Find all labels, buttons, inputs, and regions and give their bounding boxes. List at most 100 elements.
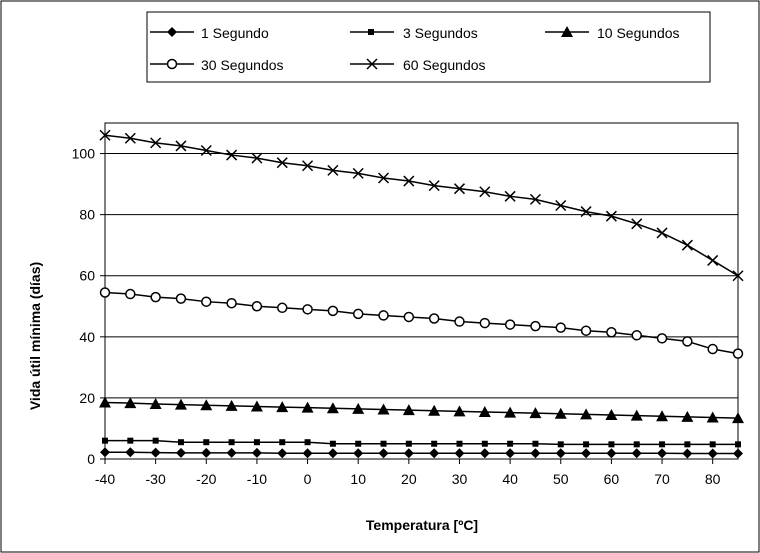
data-point-square xyxy=(557,441,564,448)
data-point-triangle xyxy=(580,408,593,420)
data-point-square xyxy=(456,440,463,447)
data-point-triangle xyxy=(326,402,339,414)
data-point-circle xyxy=(682,336,693,347)
x-tick-label: -30 xyxy=(146,471,166,487)
plot-area: 0 20 40 60 80 100 -40 -30 -20 -10 0 10 20 30 40 50 60 70 8… xyxy=(72,122,744,487)
data-point-circle xyxy=(606,326,617,338)
legend-item-2: 3 Segundos xyxy=(350,25,478,41)
x-tick-label: 0 xyxy=(304,471,312,487)
data-point-triangle xyxy=(301,401,314,413)
data-point-diamond xyxy=(100,447,110,458)
data-point-diamond xyxy=(327,448,338,459)
data-point-circle xyxy=(631,330,642,341)
legend-label-3: 10 Segundos xyxy=(597,25,680,41)
legend-item-5: 60 Segundos xyxy=(350,57,486,73)
data-point-circle xyxy=(504,319,516,330)
data-point-triangle xyxy=(276,401,289,413)
data-point-diamond xyxy=(631,448,642,459)
y-tick-label: 20 xyxy=(79,390,95,406)
data-point-triangle xyxy=(529,407,542,419)
x-tick-label: 50 xyxy=(553,471,569,487)
data-point-triangle xyxy=(200,399,213,411)
legend-label-4: 30 Segundos xyxy=(201,57,284,73)
data-point-square xyxy=(329,440,336,447)
data-point-square xyxy=(659,441,666,448)
data-point-x xyxy=(504,190,516,202)
data-point-diamond xyxy=(505,448,516,459)
data-point-x xyxy=(327,164,339,176)
data-point-circle xyxy=(226,297,237,309)
data-point-x xyxy=(529,193,541,205)
diamond-marker-icon xyxy=(167,27,177,37)
data-point-square xyxy=(507,440,514,447)
legend-item-1: 1 Segundo xyxy=(150,25,269,41)
data-point-x xyxy=(732,270,744,282)
data-point-triangle xyxy=(706,411,719,423)
data-point-circle xyxy=(454,316,465,327)
series-line-1 xyxy=(105,451,738,455)
data-point-diamond xyxy=(682,448,693,459)
data-point-x xyxy=(377,172,390,184)
data-point-x xyxy=(479,186,491,198)
data-point-circle xyxy=(732,348,744,359)
triangle-marker-icon xyxy=(561,26,573,37)
data-point-triangle xyxy=(605,409,618,421)
data-point-circle xyxy=(707,343,718,355)
data-point-square xyxy=(203,439,210,446)
data-point-x xyxy=(352,167,364,179)
data-point-x xyxy=(453,183,466,195)
data-point-triangle xyxy=(630,409,643,421)
y-tick-label: 100 xyxy=(72,146,96,162)
x-tick-label: -40 xyxy=(95,471,115,487)
y-tick-label: 60 xyxy=(79,268,95,284)
data-point-triangle xyxy=(428,404,441,416)
data-point-circle xyxy=(302,304,313,315)
series-line-2 xyxy=(105,439,738,446)
data-point-diamond xyxy=(201,447,212,458)
data-point-circle xyxy=(428,313,440,324)
x-tick-label: 30 xyxy=(452,471,468,487)
x-tick-label: -20 xyxy=(196,471,216,487)
data-point-circle xyxy=(580,325,592,336)
data-point-x xyxy=(99,129,111,141)
data-point-square xyxy=(583,441,590,448)
data-point-square xyxy=(102,437,108,444)
data-point-square xyxy=(279,439,286,446)
legend-box xyxy=(146,11,711,83)
data-point-triangle xyxy=(377,403,390,415)
x-tick-label: 70 xyxy=(654,471,670,487)
data-point-square xyxy=(304,439,311,446)
data-point-circle xyxy=(99,287,111,298)
data-point-x xyxy=(681,239,693,251)
data-point-square xyxy=(431,440,438,447)
data-point-triangle xyxy=(656,410,669,422)
data-point-circle xyxy=(530,320,541,332)
data-point-circle xyxy=(378,310,389,321)
x-tick-label: 20 xyxy=(401,471,417,487)
data-point-diamond xyxy=(707,448,718,459)
data-point-diamond xyxy=(479,448,490,459)
data-point-square xyxy=(127,437,134,444)
legend-label-1: 1 Segundo xyxy=(201,25,269,41)
data-point-diamond xyxy=(657,448,668,459)
data-point-circle xyxy=(403,311,415,323)
data-point-diamond xyxy=(733,448,743,459)
data-point-diamond xyxy=(353,448,364,459)
x-tick-label: -10 xyxy=(247,471,267,487)
data-point-triangle xyxy=(149,398,162,410)
data-point-triangle xyxy=(732,412,744,424)
series-line-3 xyxy=(104,401,739,419)
data-point-circle xyxy=(201,296,212,307)
data-point-triangle xyxy=(402,404,415,416)
square-marker-icon xyxy=(368,29,374,35)
data-point-diamond xyxy=(150,447,161,458)
data-point-diamond xyxy=(403,448,414,459)
data-point-diamond xyxy=(530,448,541,459)
data-point-square xyxy=(608,441,615,448)
x-tick-label: 10 xyxy=(350,471,366,487)
data-point-triangle xyxy=(225,399,238,411)
data-point-triangle xyxy=(504,406,517,418)
data-point-circle xyxy=(352,308,364,320)
data-point-square xyxy=(405,440,412,447)
